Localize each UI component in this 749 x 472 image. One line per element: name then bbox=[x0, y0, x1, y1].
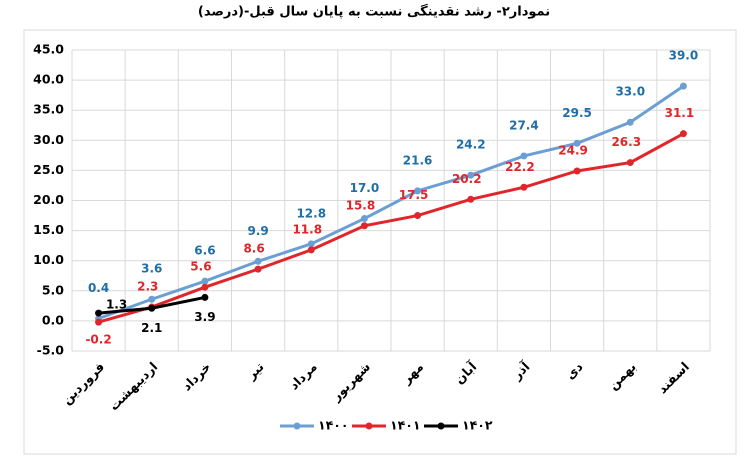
value-label: 20.2 bbox=[452, 172, 482, 186]
value-label: 39.0 bbox=[669, 49, 699, 63]
x-tick-label: آذر bbox=[509, 358, 533, 382]
value-label: 11.8 bbox=[292, 222, 322, 236]
y-tick-label: 0.0 bbox=[42, 312, 64, 327]
point bbox=[148, 295, 156, 303]
legend-marker bbox=[365, 422, 373, 430]
value-label: 0.4 bbox=[88, 281, 109, 295]
y-tick-label: 20.0 bbox=[33, 192, 64, 207]
x-tick-label: اردیبهشت bbox=[106, 359, 160, 413]
point bbox=[307, 240, 315, 248]
legend-marker bbox=[437, 422, 445, 430]
value-label: 1.3 bbox=[106, 298, 127, 312]
value-label: 22.2 bbox=[505, 160, 535, 174]
value-label: 3.9 bbox=[194, 310, 215, 324]
value-label: 2.1 bbox=[141, 321, 162, 335]
value-label: 31.1 bbox=[665, 106, 695, 120]
value-label: 27.4 bbox=[509, 118, 539, 132]
value-label: 8.6 bbox=[243, 242, 264, 256]
x-tick-label: دی bbox=[562, 359, 585, 382]
chart-frame bbox=[23, 29, 737, 455]
value-label: 29.5 bbox=[562, 106, 592, 120]
y-tick-label: 10.0 bbox=[33, 252, 64, 267]
legend-marker bbox=[293, 422, 301, 430]
point bbox=[520, 152, 528, 160]
point bbox=[520, 183, 528, 191]
point bbox=[95, 318, 103, 326]
x-tick-label: اسفند bbox=[655, 359, 692, 396]
point bbox=[360, 222, 368, 230]
point bbox=[679, 82, 687, 90]
point bbox=[679, 130, 687, 138]
value-label: -0.2 bbox=[85, 333, 111, 347]
x-tick-label: بهمن bbox=[605, 359, 639, 393]
x-tick-label: مهر bbox=[398, 359, 426, 387]
value-label: 3.6 bbox=[141, 262, 162, 276]
value-label: 17.0 bbox=[350, 181, 380, 195]
point bbox=[626, 159, 634, 167]
x-tick-label: شهریور bbox=[328, 359, 373, 404]
value-label: 21.6 bbox=[403, 153, 433, 167]
y-tick-label: 25.0 bbox=[33, 162, 64, 177]
point bbox=[626, 118, 634, 126]
y-tick-label: 30.0 bbox=[33, 132, 64, 147]
value-label: 24.2 bbox=[456, 138, 486, 152]
point bbox=[414, 187, 422, 195]
value-label: 6.6 bbox=[194, 244, 215, 258]
point bbox=[467, 195, 475, 203]
value-label: 15.8 bbox=[346, 198, 376, 212]
y-tick-label: 5.0 bbox=[42, 282, 64, 297]
point bbox=[414, 212, 422, 220]
legend-label: ۱۴۰۲ bbox=[462, 418, 493, 433]
value-label: 33.0 bbox=[615, 85, 645, 99]
x-tick-label: مرداد bbox=[286, 359, 320, 393]
point bbox=[148, 304, 156, 312]
value-label: 2.3 bbox=[137, 280, 158, 294]
point bbox=[573, 139, 581, 147]
point bbox=[307, 246, 315, 254]
x-tick-label: آبان bbox=[452, 358, 480, 386]
value-label: 17.5 bbox=[399, 188, 429, 202]
point bbox=[254, 265, 262, 273]
point bbox=[201, 293, 209, 301]
legend-label: ۱۴۰۰ bbox=[318, 418, 349, 433]
value-label: 12.8 bbox=[296, 206, 326, 220]
point bbox=[573, 167, 581, 175]
x-tick-label: فروردین bbox=[59, 359, 107, 407]
series-line bbox=[98, 132, 685, 324]
y-tick-label: 15.0 bbox=[33, 222, 64, 237]
point bbox=[95, 309, 103, 317]
value-label: 9.9 bbox=[247, 224, 268, 238]
x-tick-label: تیر bbox=[243, 359, 267, 383]
series-line bbox=[98, 84, 685, 320]
value-label: 5.6 bbox=[190, 260, 211, 274]
x-tick-label: خرداد bbox=[179, 359, 214, 394]
chart-title: نمودار۲- رشد نقدینگی نسبت به پایان سال ق… bbox=[198, 4, 550, 20]
y-tick-label: 45.0 bbox=[33, 42, 64, 57]
legend-label: ۱۴۰۱ bbox=[390, 418, 421, 433]
point bbox=[360, 215, 368, 223]
point bbox=[201, 277, 209, 285]
point bbox=[467, 171, 475, 179]
value-label: 24.9 bbox=[558, 144, 588, 158]
value-label: 26.3 bbox=[611, 135, 641, 149]
y-tick-label: 40.0 bbox=[33, 72, 64, 87]
y-tick-label: 35.0 bbox=[33, 102, 64, 117]
point bbox=[254, 257, 262, 265]
y-tick-label: -5.0 bbox=[37, 343, 65, 358]
point bbox=[201, 283, 209, 291]
